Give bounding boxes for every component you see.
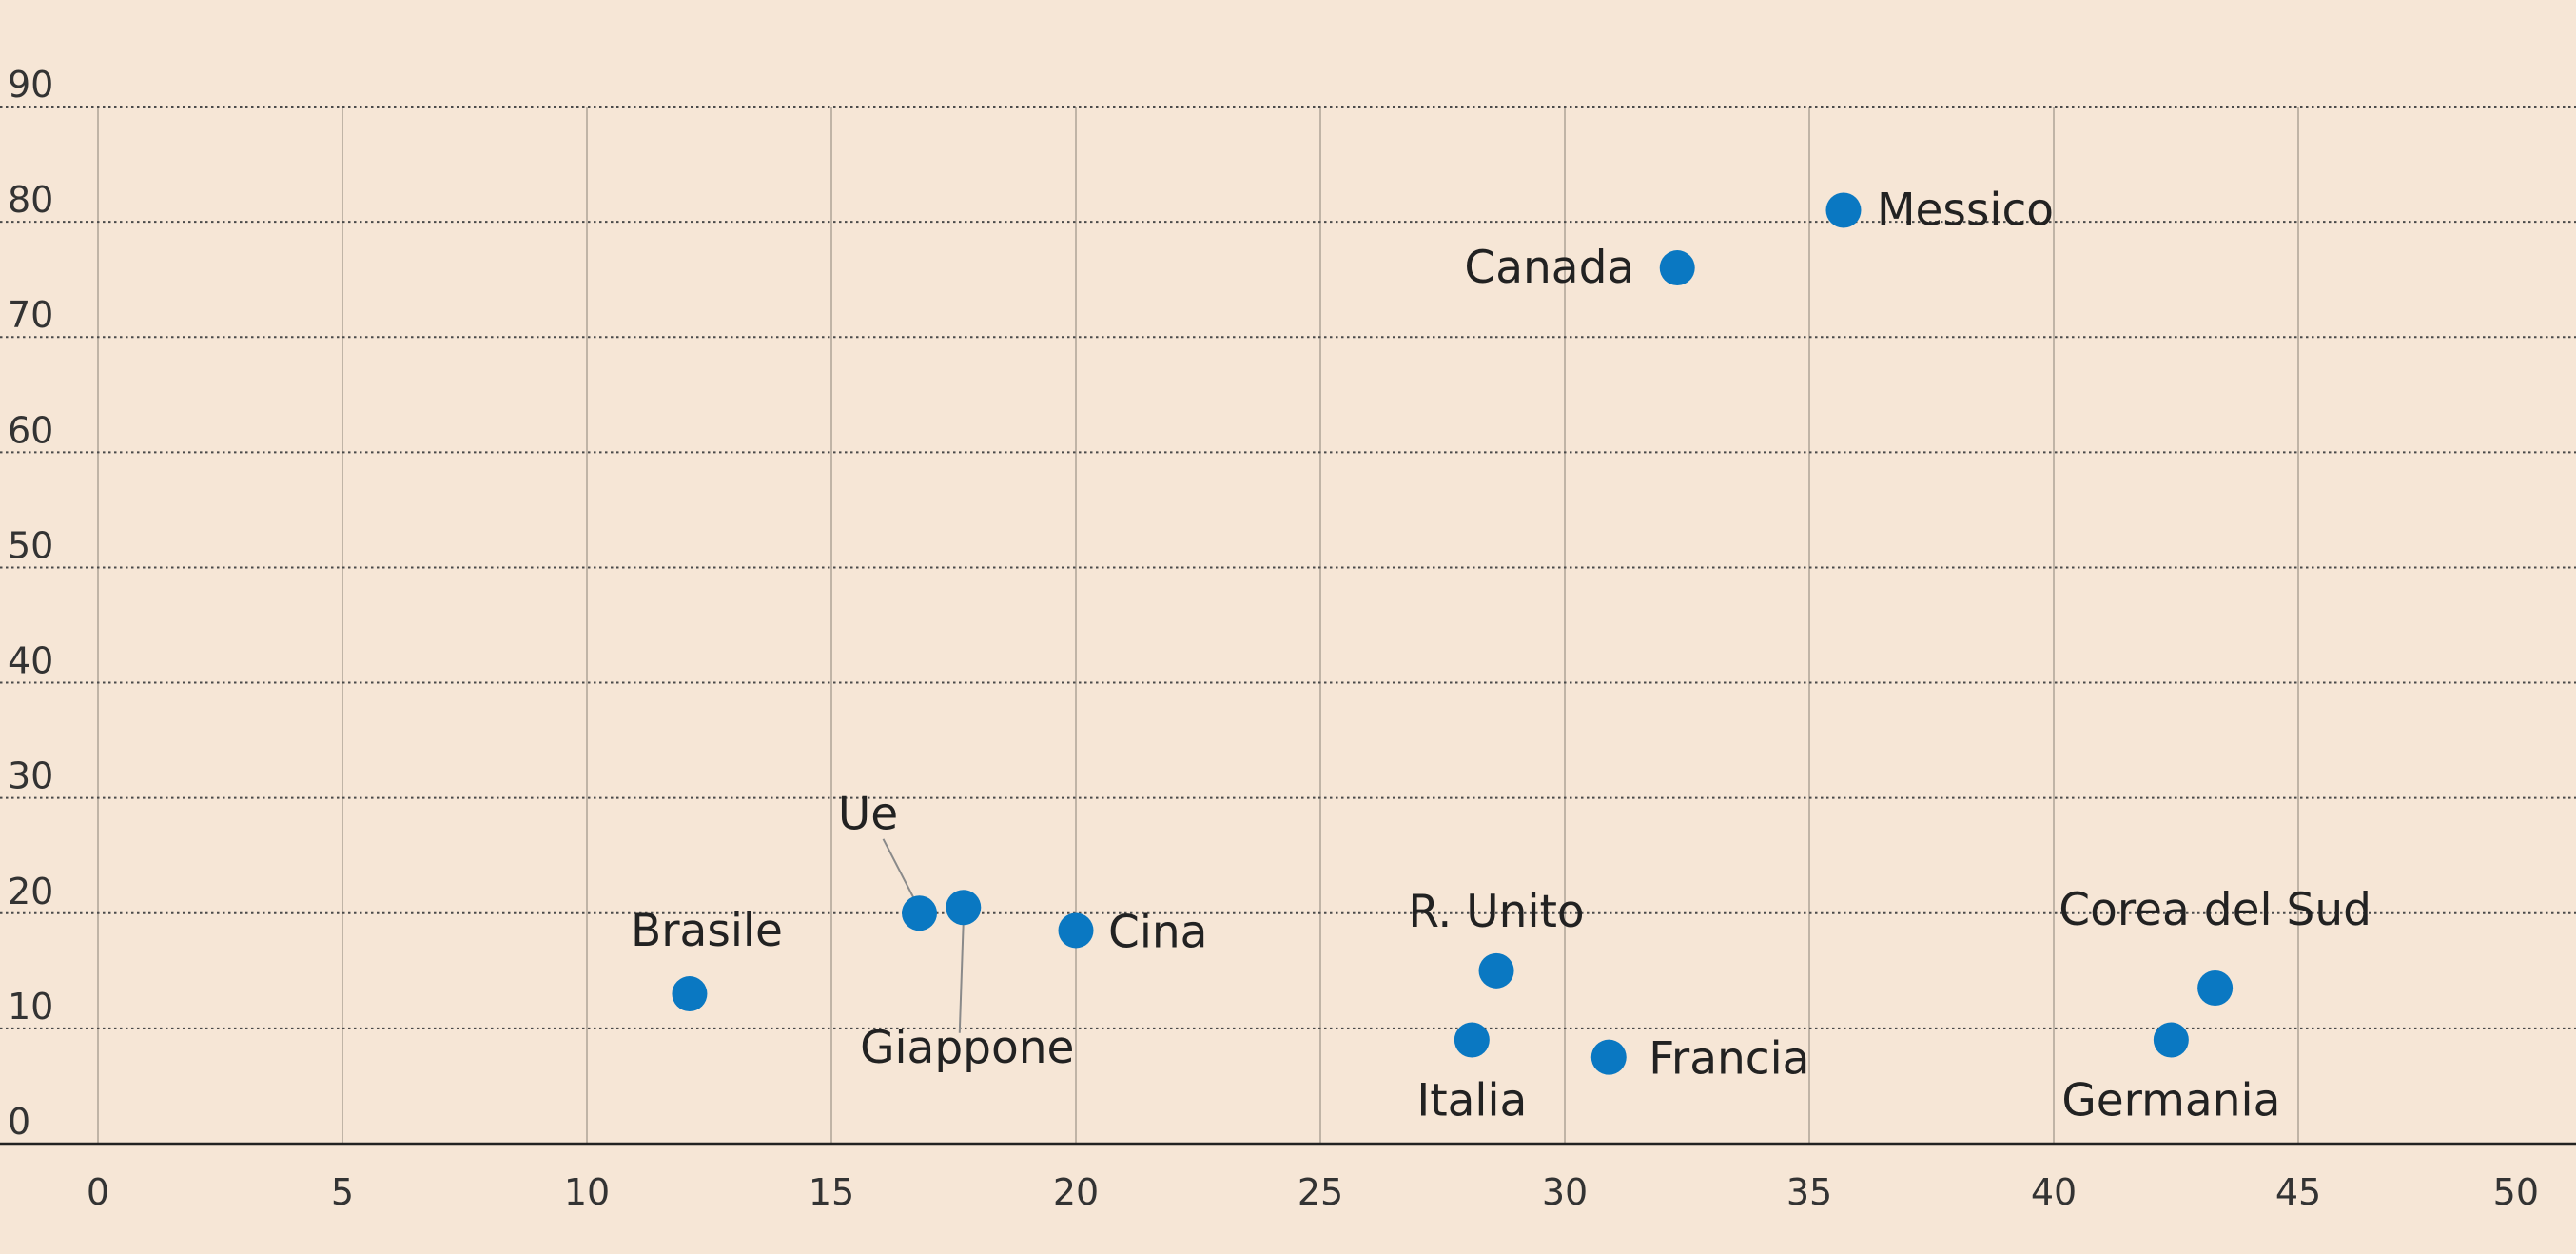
point-label-italia: Italia bbox=[1416, 1075, 1527, 1127]
y-tick-label-30: 30 bbox=[8, 755, 53, 797]
point-ue bbox=[902, 895, 938, 931]
y-tick-label-0: 0 bbox=[8, 1101, 30, 1143]
x-tick-label-10: 10 bbox=[564, 1171, 610, 1213]
x-tick-label-45: 45 bbox=[2275, 1171, 2321, 1213]
y-tick-label-10: 10 bbox=[8, 986, 53, 1028]
point-label-giappone: Giappone bbox=[860, 1022, 1074, 1074]
leader-lines bbox=[882, 838, 965, 1033]
y-tick-label-90: 90 bbox=[8, 64, 53, 106]
x-tick-labels: 0 5 10 15 20 25 30 35 40 45 50 bbox=[87, 1171, 2539, 1213]
x-tick-label-35: 35 bbox=[1786, 1171, 1832, 1213]
point-label-r-unito: R. Unito bbox=[1408, 886, 1584, 938]
point-germania bbox=[2153, 1022, 2189, 1058]
x-tick-label-20: 20 bbox=[1053, 1171, 1099, 1213]
point-label-ue: Ue bbox=[838, 788, 898, 840]
y-tick-labels: 0 10 20 30 40 50 60 70 80 90 bbox=[8, 64, 53, 1143]
x-tick-label-15: 15 bbox=[809, 1171, 854, 1213]
y-tick-label-20: 20 bbox=[8, 871, 53, 912]
y-tick-label-50: 50 bbox=[8, 524, 53, 566]
data-points bbox=[672, 192, 2234, 1075]
horizontal-gridlines bbox=[0, 106, 2576, 1029]
x-tick-label-25: 25 bbox=[1298, 1171, 1343, 1213]
point-label-cina: Cina bbox=[1108, 906, 1207, 958]
point-francia bbox=[1590, 1039, 1627, 1075]
point-giappone bbox=[946, 890, 982, 926]
point-label-messico: Messico bbox=[1877, 185, 2054, 237]
vertical-gridlines bbox=[97, 107, 2299, 1144]
point-canada bbox=[1659, 250, 1695, 286]
x-tick-label-0: 0 bbox=[87, 1171, 109, 1213]
x-tick-label-50: 50 bbox=[2493, 1171, 2539, 1213]
x-tick-label-40: 40 bbox=[2031, 1171, 2077, 1213]
point-corea-del-sud bbox=[2197, 970, 2234, 1006]
x-tick-label-30: 30 bbox=[1542, 1171, 1588, 1213]
point-messico bbox=[1825, 192, 1862, 228]
point-label-canada: Canada bbox=[1464, 242, 1634, 294]
point-label-francia: Francia bbox=[1649, 1033, 1809, 1086]
point-italia bbox=[1454, 1022, 1490, 1058]
y-tick-label-60: 60 bbox=[8, 409, 53, 451]
point-cina bbox=[1058, 912, 1094, 949]
point-label-brasile: Brasile bbox=[631, 905, 783, 957]
y-tick-label-40: 40 bbox=[8, 640, 53, 682]
point-label-germania: Germania bbox=[2061, 1075, 2280, 1127]
point-labels: Messico Canada Brasile Ue Giappone Cina R. Uni… bbox=[631, 185, 2371, 1127]
point-r-unito bbox=[1478, 952, 1514, 989]
x-tick-label-5: 5 bbox=[331, 1171, 354, 1213]
point-label-corea-del-sud: Corea del Sud bbox=[2059, 884, 2371, 936]
point-brasile bbox=[672, 976, 708, 1012]
y-tick-label-80: 80 bbox=[8, 179, 53, 221]
leader-line-ue bbox=[882, 838, 915, 899]
y-tick-label-70: 70 bbox=[8, 294, 53, 336]
leader-line-giappone bbox=[958, 920, 965, 1033]
